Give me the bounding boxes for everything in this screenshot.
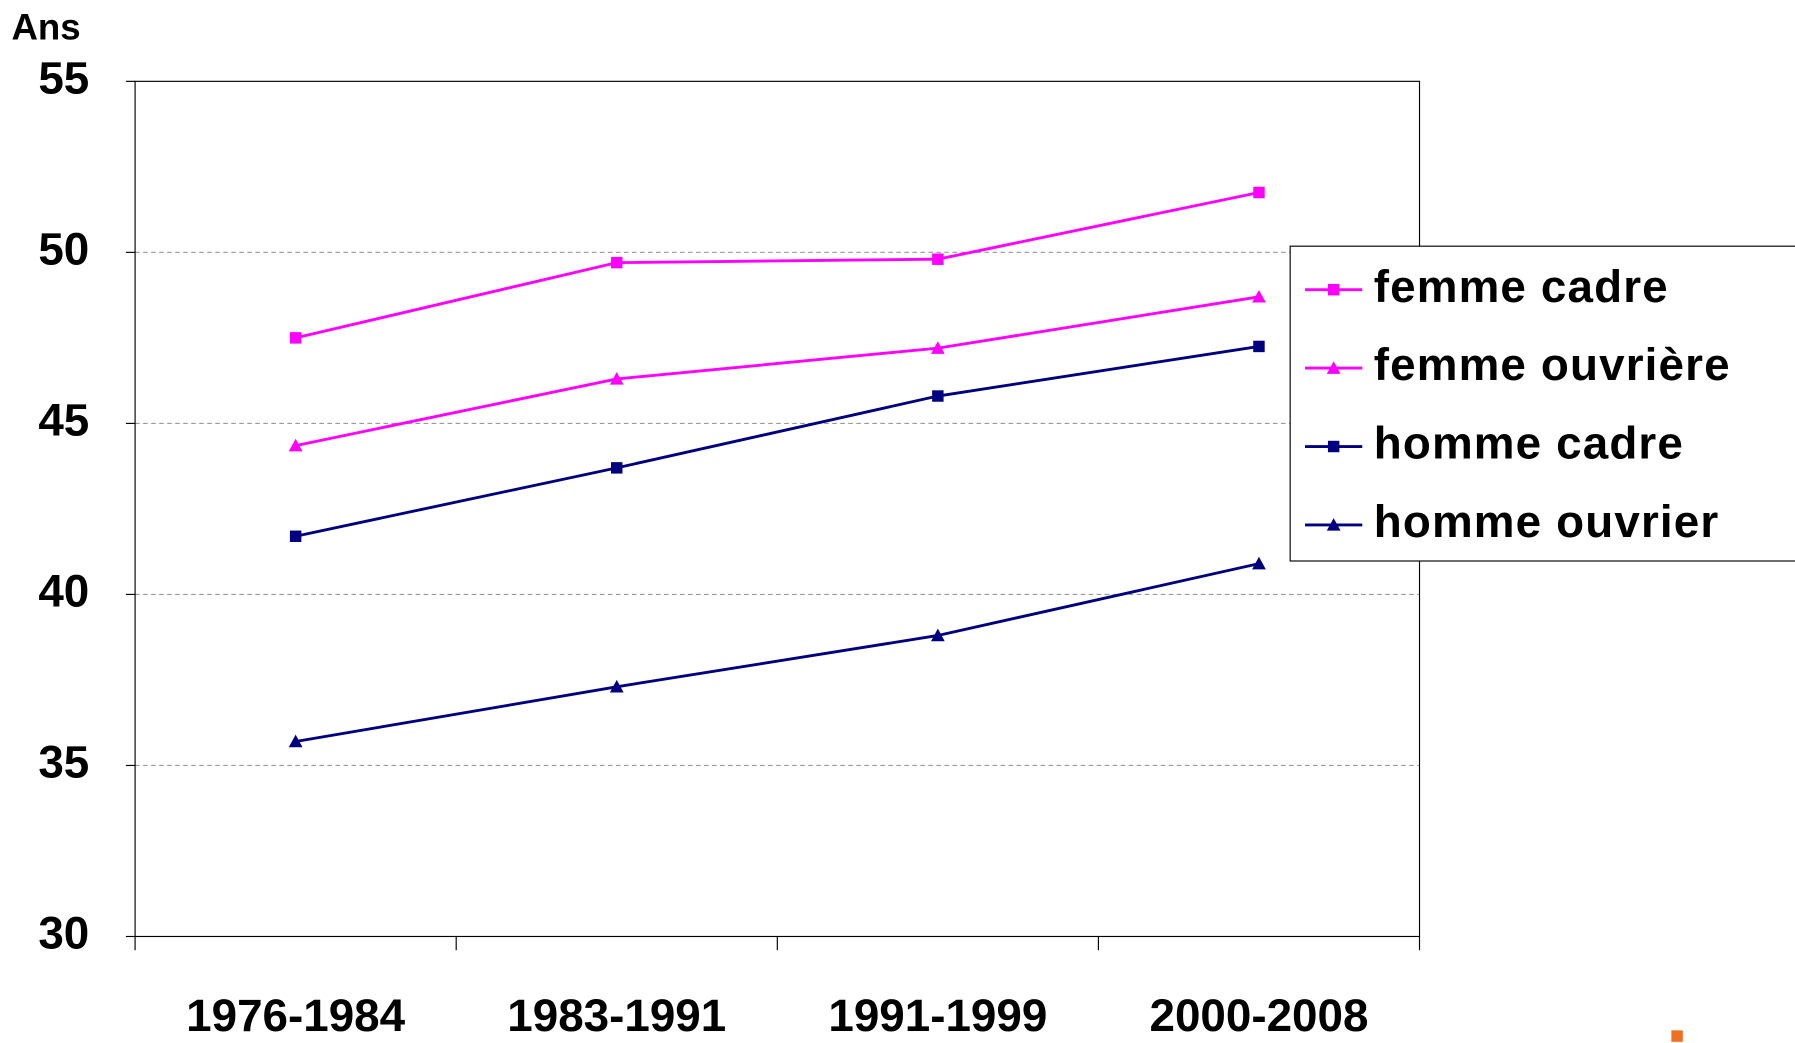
series-line bbox=[295, 345, 1260, 538]
y-tick-label: 35 bbox=[38, 737, 89, 788]
legend-marker bbox=[1327, 283, 1340, 296]
data-point bbox=[932, 253, 944, 265]
data-point bbox=[611, 256, 623, 269]
x-tick-label: 1976-1984 bbox=[186, 990, 405, 1041]
series-line bbox=[295, 562, 1260, 743]
legend-label: homme cadre bbox=[1374, 418, 1684, 469]
data-point bbox=[1253, 340, 1265, 353]
legend-label: femme ouvrière bbox=[1374, 339, 1731, 390]
data-point bbox=[288, 438, 303, 452]
y-axis-label: Ans bbox=[11, 6, 80, 47]
legend-label: femme cadre bbox=[1374, 261, 1669, 312]
data-point bbox=[289, 332, 302, 344]
data-point bbox=[611, 462, 623, 474]
data-point bbox=[1253, 186, 1265, 199]
legend-marker bbox=[1326, 361, 1341, 374]
decoration bbox=[1671, 1030, 1683, 1042]
data-point bbox=[932, 390, 944, 402]
data-point bbox=[930, 341, 945, 354]
y-tick-label: 50 bbox=[38, 223, 89, 274]
y-tick-label: 45 bbox=[38, 394, 89, 445]
x-tick-label: 1983-1991 bbox=[507, 990, 726, 1041]
y-tick-label: 40 bbox=[38, 566, 89, 617]
legend-box bbox=[1289, 245, 1795, 562]
data-point bbox=[609, 372, 624, 385]
x-tick-label: 1991-1999 bbox=[828, 990, 1047, 1041]
legend-marker bbox=[1327, 440, 1340, 453]
data-point bbox=[1252, 556, 1266, 570]
legend-label: homme ouvrier bbox=[1374, 496, 1720, 547]
y-tick-label: 30 bbox=[38, 908, 89, 959]
series-line bbox=[295, 191, 1260, 340]
plot-border bbox=[134, 80, 1421, 938]
data-point bbox=[930, 628, 945, 642]
data-point bbox=[609, 679, 624, 693]
data-point bbox=[1252, 289, 1266, 303]
y-tick-label: 55 bbox=[38, 52, 89, 103]
data-point bbox=[289, 530, 302, 542]
series-line bbox=[295, 295, 1260, 448]
data-point bbox=[288, 734, 303, 748]
legend-marker bbox=[1326, 518, 1341, 531]
x-tick-label: 2000-2008 bbox=[1149, 990, 1368, 1041]
